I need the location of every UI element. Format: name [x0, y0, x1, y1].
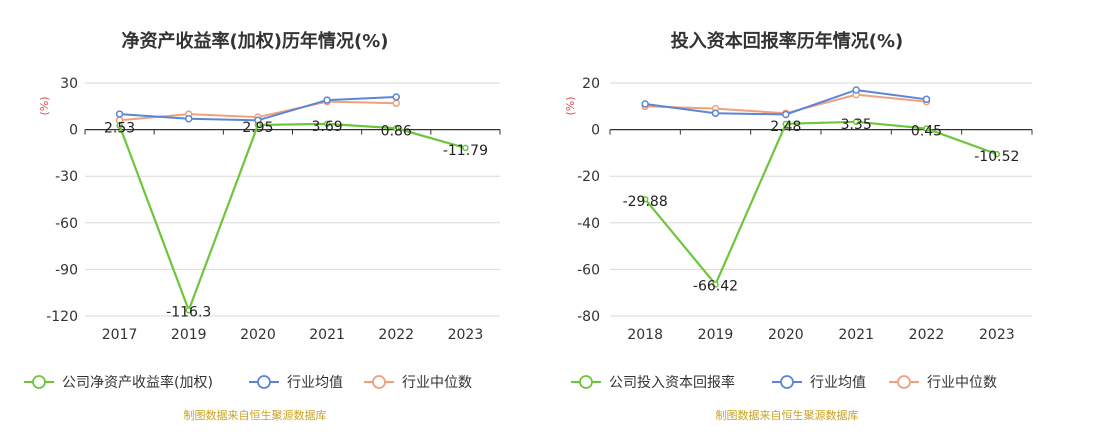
y-tick-label: 0 — [69, 123, 78, 139]
legend-marker-icon — [372, 375, 386, 389]
data-point — [116, 122, 123, 129]
data-point — [462, 144, 469, 152]
series-line-1 — [118, 122, 466, 314]
data-label: -66.42 — [693, 278, 738, 294]
x-category-label: 2020 — [240, 327, 276, 343]
data-point — [641, 195, 649, 203]
data-label: -29.88 — [623, 194, 668, 210]
legend-item-2[interactable]: 行业均值 — [249, 375, 343, 391]
y-tick-label: 20 — [582, 76, 600, 92]
data-point — [641, 100, 649, 108]
chart-title: 投入资本回报率历年情况(%) — [671, 30, 904, 52]
data-point — [782, 120, 790, 128]
data-label: -10.52 — [974, 149, 1019, 165]
data-point — [393, 125, 400, 132]
data-point — [711, 109, 720, 118]
data-label: 3.69 — [311, 119, 342, 135]
x-category-label: 2019 — [171, 327, 207, 343]
data-label: -11.79 — [443, 143, 488, 159]
legend-marker-icon — [257, 375, 271, 389]
legend-marker-icon — [579, 375, 593, 389]
x-category-label: 2022 — [909, 327, 945, 343]
y-tick-label: 30 — [60, 76, 78, 92]
legend-marker-icon — [780, 375, 794, 389]
y-tick-label: -60 — [577, 262, 600, 278]
y-tick-label: -120 — [46, 309, 78, 325]
data-point — [392, 99, 400, 107]
source-note: 制图数据来自恒生聚源数据库 — [716, 408, 859, 422]
legend-label: 行业均值 — [810, 375, 866, 391]
y-tick-label: -40 — [577, 216, 600, 232]
legend-label: 公司投入资本回报率 — [609, 374, 735, 391]
legend-item-1[interactable]: 公司投入资本回报率 — [571, 374, 735, 391]
chart-1: 净资产收益率(加权)历年情况(%) (%) 30 0 -30 -60 -90 -120 2017… — [24, 30, 501, 422]
chart-title: 净资产收益率(加权)历年情况(%) — [122, 30, 389, 52]
x-category-label: 2023 — [979, 327, 1015, 343]
data-point — [254, 121, 262, 129]
data-label: 3.35 — [841, 117, 872, 133]
data-label: 0.45 — [911, 124, 942, 140]
x-category-label: 2017 — [102, 327, 138, 343]
x-category-label: 2021 — [309, 327, 345, 343]
data-point — [712, 281, 719, 288]
legend-label: 行业中位数 — [927, 375, 997, 391]
legend-marker-icon — [32, 375, 46, 389]
legend-label: 行业中位数 — [402, 375, 472, 391]
data-label: -116.3 — [166, 304, 211, 320]
y-tick-label: -30 — [55, 169, 78, 185]
y-tick-label: -90 — [55, 262, 78, 278]
y-tick-label: 0 — [591, 123, 600, 139]
data-point — [185, 307, 192, 314]
legend-label: 公司净资产收益率(加权) — [62, 374, 213, 391]
legend-marker-icon — [897, 375, 911, 389]
x-category-label: 2020 — [768, 327, 804, 343]
data-point — [923, 125, 930, 132]
x-category-label: 2019 — [698, 327, 734, 343]
series-line-1 — [644, 120, 998, 287]
data-point — [115, 110, 124, 118]
legend-item-1[interactable]: 公司净资产收益率(加权) — [24, 374, 213, 391]
data-point — [185, 114, 193, 123]
chart-2: 投入资本回报率历年情况(%) (%) 20 0 -20 -40 -60 -80 2018 2019… — [564, 30, 1033, 422]
legend-label: 行业均值 — [287, 375, 343, 391]
data-point — [993, 150, 1001, 158]
data-point — [323, 120, 331, 128]
x-category-label: 2023 — [448, 327, 484, 343]
data-label: 2.95 — [242, 120, 273, 136]
source-note: 制图数据来自恒生聚源数据库 — [184, 408, 327, 422]
data-point — [323, 96, 331, 104]
legend-item-3[interactable]: 行业中位数 — [364, 375, 472, 391]
data-point — [852, 118, 860, 126]
data-label: 0.86 — [381, 123, 412, 139]
y-tick-label: -20 — [577, 169, 600, 185]
x-category-label: 2021 — [838, 327, 874, 343]
x-category-label: 2018 — [627, 327, 663, 343]
y-unit-label: (%) — [38, 96, 51, 115]
data-point — [782, 110, 790, 119]
data-label: 2.53 — [104, 121, 135, 137]
data-point — [922, 95, 931, 104]
data-label: 2.48 — [770, 119, 801, 135]
legend-item-3[interactable]: 行业中位数 — [889, 375, 997, 391]
data-point — [852, 86, 860, 94]
legend-item-2[interactable]: 行业均值 — [772, 375, 866, 391]
x-category-label: 2022 — [378, 327, 414, 343]
y-tick-label: -80 — [577, 309, 600, 325]
y-unit-label: (%) — [564, 96, 577, 115]
y-tick-label: -60 — [55, 216, 78, 232]
data-point — [392, 93, 400, 101]
